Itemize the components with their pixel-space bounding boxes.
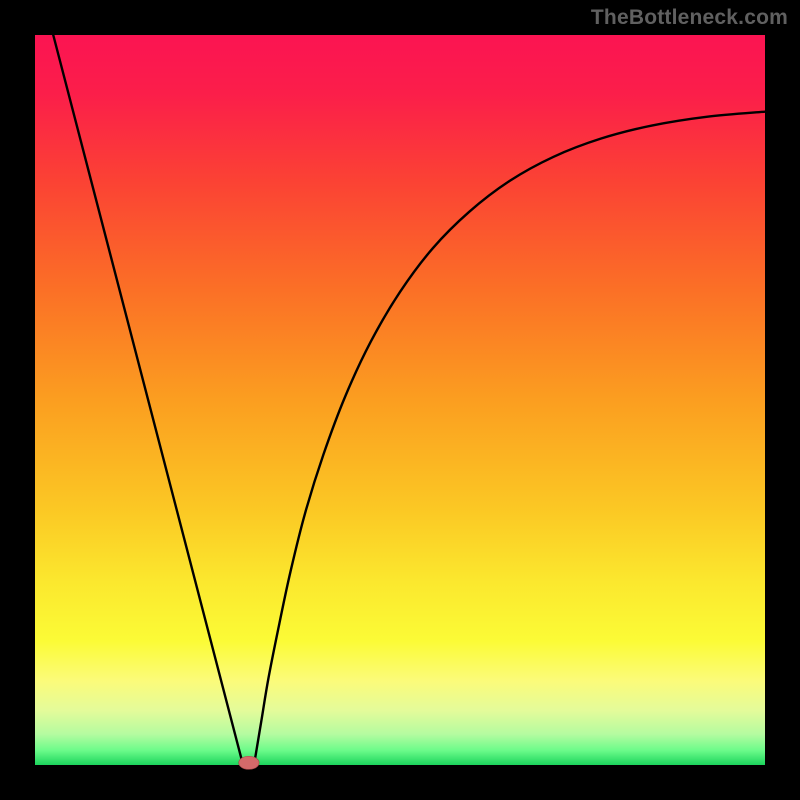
plot-background (35, 35, 765, 765)
watermark-text: TheBottleneck.com (591, 6, 788, 30)
bottleneck-chart (0, 0, 800, 800)
optimum-marker (239, 756, 259, 769)
